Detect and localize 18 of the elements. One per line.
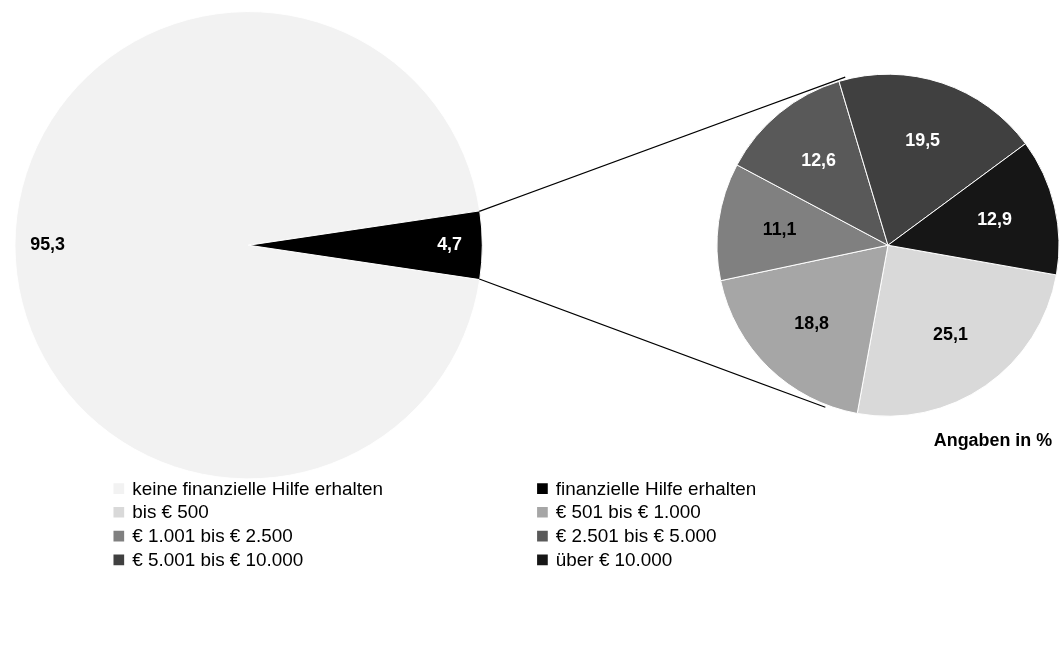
data-label: 11,1 — [762, 218, 797, 239]
data-label: 4,7 — [437, 234, 463, 255]
data-label: 12,9 — [977, 209, 1012, 230]
data-label: 25,1 — [933, 324, 968, 345]
legend-label: keine finanzielle Hilfe erhalten — [132, 477, 384, 499]
data-label: 18,8 — [794, 312, 830, 333]
pie-slice — [14, 11, 481, 480]
data-label: 19,5 — [905, 130, 941, 151]
legend-label: € 1.001 bis € 2.500 — [132, 525, 293, 547]
legend-label: finanzielle Hilfe erhalten — [555, 477, 757, 499]
legend-label: bis € 500 — [132, 501, 209, 523]
legend-label: € 5.001 bis € 10.000 — [132, 548, 304, 570]
data-label: 12,6 — [801, 149, 837, 170]
legend-label: € 2.501 bis € 5.000 — [555, 525, 717, 547]
data-label: 95,3 — [30, 234, 66, 255]
legend-label: € 501 bis € 1.000 — [555, 501, 701, 523]
text: Angaben in % — [933, 430, 1053, 451]
legend-label: über € 10.000 — [555, 548, 673, 570]
